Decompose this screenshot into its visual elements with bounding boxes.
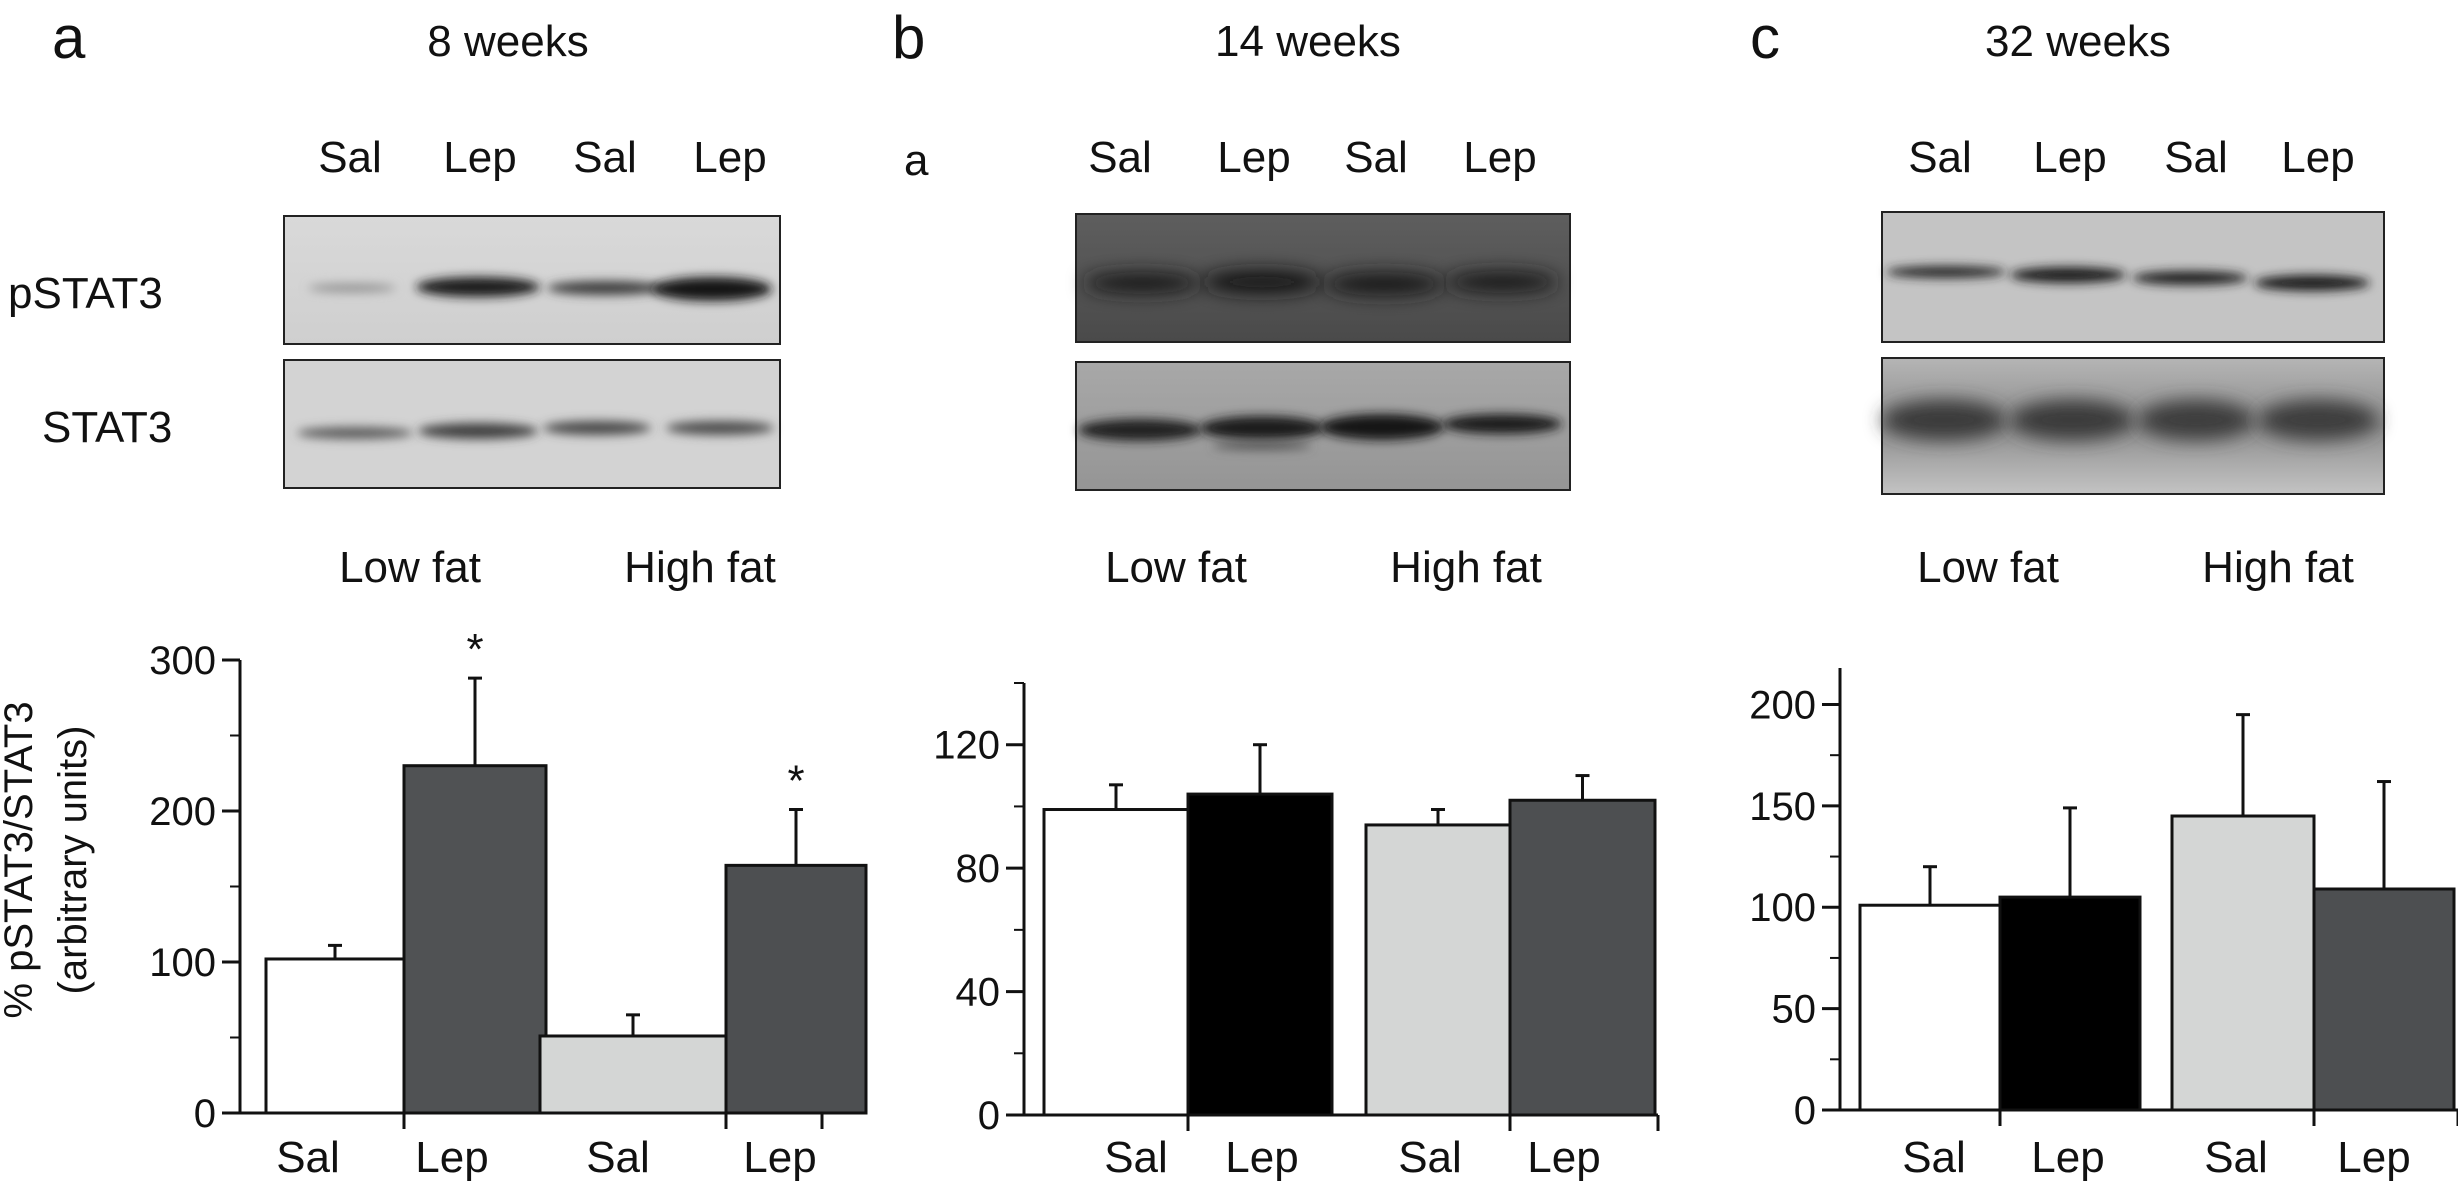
y-axis-label: % pSTAT3/STAT3 xyxy=(0,701,41,1018)
y-axis-label: (arbitrary units) xyxy=(51,726,95,995)
bar-chart: 0 40 80 120 Sal Lep Sal Lep xyxy=(933,682,1660,1182)
group-label: Low fat xyxy=(1105,543,1247,592)
lane-label: Lep xyxy=(1463,133,1536,182)
x-category-label: Sal xyxy=(1104,1133,1168,1182)
blot-image xyxy=(1881,357,2385,495)
y-tick-label: 300 xyxy=(149,639,216,683)
panel-title: 8 weeks xyxy=(427,17,588,66)
lane-label: Sal xyxy=(573,133,637,182)
y-tick-label: 40 xyxy=(956,971,1001,1015)
y-tick-label: 200 xyxy=(149,790,216,834)
y-tick-label: 100 xyxy=(149,941,216,985)
group-label: Low fat xyxy=(339,543,481,592)
x-category-label: Sal xyxy=(586,1133,650,1182)
blot-image xyxy=(1881,211,2385,343)
bar xyxy=(1364,823,1512,1117)
y-tick-label: 200 xyxy=(1749,683,1816,727)
y-tick-label: 0 xyxy=(1794,1089,1816,1133)
bar xyxy=(402,764,548,1115)
bar-chart: 0 50 100 150 200 Sal Lep Sal Lep xyxy=(1749,668,2458,1182)
panel-sublabel: a xyxy=(904,136,929,185)
bar-chart: 0 100 200 300 * * Sal Lep Sal Lep % pSTAT3/STAT3 (a… xyxy=(0,625,868,1182)
group-label: High fat xyxy=(1390,543,1542,592)
lane-label: Sal xyxy=(1344,133,1408,182)
x-category-label: Sal xyxy=(1902,1133,1966,1182)
bar xyxy=(2170,814,2316,1112)
lane-label: Lep xyxy=(1217,133,1290,182)
y-tick-label: 150 xyxy=(1749,785,1816,829)
lane-label: Lep xyxy=(693,133,766,182)
bar xyxy=(1042,808,1190,1117)
group-label: Low fat xyxy=(1917,543,2059,592)
x-category-label: Sal xyxy=(276,1133,340,1182)
bar xyxy=(538,1034,728,1115)
y-tick-label: 100 xyxy=(1749,886,1816,930)
significance-marker: * xyxy=(787,756,804,805)
blot-row-label: STAT3 xyxy=(42,403,172,452)
blot-image xyxy=(283,215,781,345)
significance-marker: * xyxy=(466,625,483,674)
x-category-label: Lep xyxy=(1527,1133,1600,1182)
y-tick-label: 0 xyxy=(194,1092,216,1136)
panel-a: a 8 weeks Sal Lep Sal Lep pSTAT3 STAT3 L… xyxy=(0,4,868,1182)
lane-label: Lep xyxy=(2033,133,2106,182)
bar xyxy=(1508,798,1657,1117)
y-tick-label: 80 xyxy=(956,847,1001,891)
x-category-label: Lep xyxy=(2337,1133,2410,1182)
bar xyxy=(724,863,868,1115)
x-category-label: Lep xyxy=(1225,1133,1298,1182)
lane-label: Lep xyxy=(2281,133,2354,182)
blot-image xyxy=(1075,361,1571,491)
bar xyxy=(2312,887,2456,1112)
panel-title: 14 weeks xyxy=(1215,17,1401,66)
x-category-label: Lep xyxy=(2031,1133,2104,1182)
x-category-label: Sal xyxy=(2204,1133,2268,1182)
x-category-label: Lep xyxy=(743,1133,816,1182)
panel-letter: a xyxy=(52,4,86,71)
lane-label: Sal xyxy=(318,133,382,182)
lane-label: Lep xyxy=(443,133,516,182)
y-tick-label: 0 xyxy=(978,1094,1000,1138)
blot-image xyxy=(1075,213,1571,343)
lane-label: Sal xyxy=(1088,133,1152,182)
panel-c: c 32 weeks Sal Lep Sal Lep Low fat High … xyxy=(1749,4,2458,1182)
bar xyxy=(264,957,406,1115)
lane-label: Sal xyxy=(2164,133,2228,182)
panel-letter: b xyxy=(892,4,925,71)
panel-b: b 14 weeks a Sal Lep Sal Lep Low fat Hig… xyxy=(892,4,1660,1182)
panel-letter: c xyxy=(1750,4,1780,71)
group-label: High fat xyxy=(624,543,776,592)
x-category-label: Sal xyxy=(1398,1133,1462,1182)
y-tick-label: 120 xyxy=(933,724,1000,768)
panel-title: 32 weeks xyxy=(1985,17,2171,66)
lane-label: Sal xyxy=(1908,133,1972,182)
blot-row-label: pSTAT3 xyxy=(8,269,163,318)
y-tick-label: 50 xyxy=(1772,988,1817,1032)
bar xyxy=(1858,903,2002,1112)
bar xyxy=(1998,895,2142,1112)
x-category-label: Lep xyxy=(415,1133,488,1182)
group-label: High fat xyxy=(2202,543,2354,592)
bar xyxy=(1186,792,1334,1117)
blot-image xyxy=(283,359,781,489)
